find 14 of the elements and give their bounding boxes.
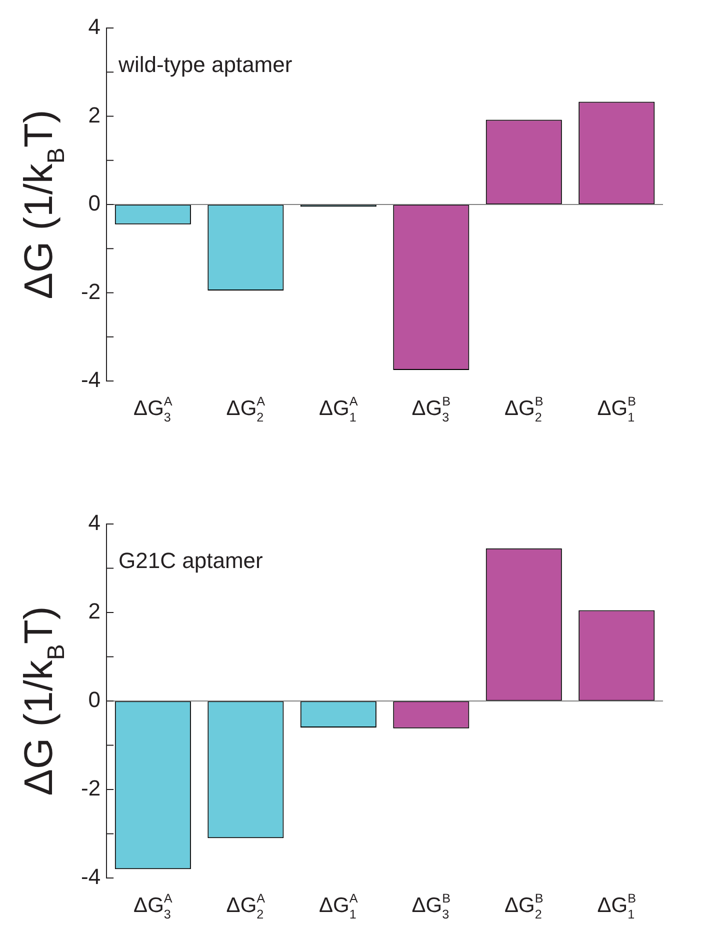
y-tick-label: 4 <box>88 14 101 40</box>
text: G21C aptamer <box>118 548 263 573</box>
y-tick-label: -4 <box>81 864 101 890</box>
y-tick-label: -2 <box>81 776 101 801</box>
y-tick-label: 4 <box>88 510 101 536</box>
y-tick-label: 2 <box>88 598 101 624</box>
y-tick-label: -4 <box>81 367 101 392</box>
y-axis-title: ΔG (1/kBT) <box>17 110 70 300</box>
y-tick-label: 0 <box>88 687 101 712</box>
y-tick-label: -2 <box>81 278 101 304</box>
y-axis-title: ΔG (1/kBT) <box>17 606 70 796</box>
y-tick-label: 2 <box>88 102 101 128</box>
text: wild-type aptamer <box>118 52 292 77</box>
y-tick-label: 0 <box>88 190 101 216</box>
